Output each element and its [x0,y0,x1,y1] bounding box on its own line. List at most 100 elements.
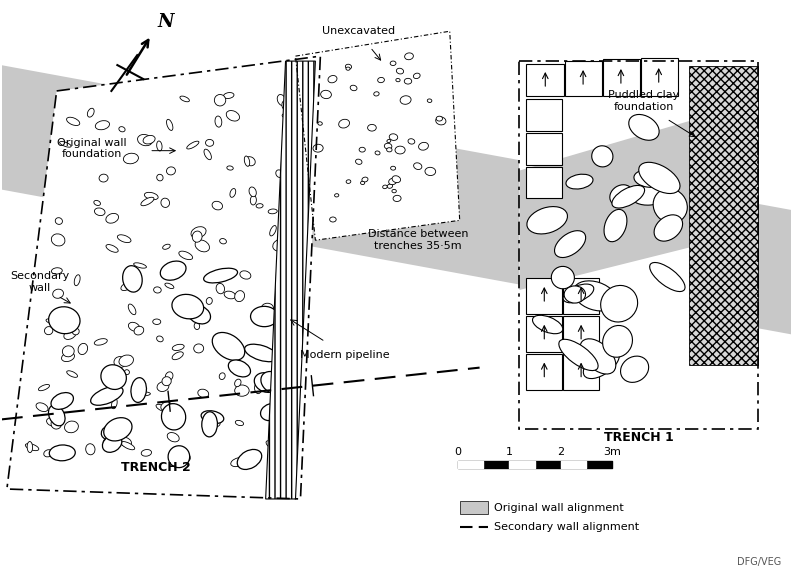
Ellipse shape [131,378,147,402]
Ellipse shape [168,446,190,467]
Ellipse shape [610,185,633,206]
Bar [563,278,599,314]
Ellipse shape [268,453,280,462]
Text: TRENCH 2: TRENCH 2 [121,461,191,474]
Ellipse shape [256,204,263,208]
Ellipse shape [52,234,65,246]
Ellipse shape [119,355,133,366]
Ellipse shape [119,437,132,447]
Ellipse shape [64,421,79,433]
Ellipse shape [255,317,264,322]
Ellipse shape [143,136,155,144]
Ellipse shape [141,450,151,456]
Ellipse shape [638,162,680,194]
Ellipse shape [179,251,193,260]
Ellipse shape [554,231,586,258]
Ellipse shape [273,239,288,251]
Ellipse shape [297,102,308,114]
Text: Distance between
trenches 35·5m: Distance between trenches 35·5m [368,229,468,251]
Ellipse shape [392,189,396,193]
Ellipse shape [119,126,125,132]
Ellipse shape [427,99,432,102]
Ellipse shape [404,53,413,60]
Bar [527,167,562,198]
Ellipse shape [396,78,400,82]
Bar [527,99,562,131]
Ellipse shape [231,458,246,467]
Text: Secondary
wall: Secondary wall [10,271,69,293]
Ellipse shape [251,306,278,327]
Ellipse shape [267,404,277,414]
Ellipse shape [580,339,616,374]
Ellipse shape [235,290,244,302]
Ellipse shape [220,345,233,352]
Ellipse shape [117,235,131,243]
Ellipse shape [161,402,171,411]
Ellipse shape [48,306,80,334]
Ellipse shape [63,346,75,357]
Ellipse shape [435,117,446,125]
Ellipse shape [266,440,280,450]
Ellipse shape [224,93,234,98]
Ellipse shape [157,382,169,392]
Text: Original wall
foundation: Original wall foundation [56,138,126,159]
Ellipse shape [339,119,350,128]
Bar [527,133,562,164]
Bar [563,354,599,389]
Ellipse shape [631,185,667,205]
Text: Original wall alignment: Original wall alignment [493,503,623,513]
Ellipse shape [167,120,173,131]
Ellipse shape [86,444,95,455]
Ellipse shape [600,285,638,322]
Ellipse shape [172,344,184,351]
Ellipse shape [172,352,183,360]
Ellipse shape [94,208,105,216]
Ellipse shape [533,315,563,334]
Ellipse shape [172,294,204,319]
Ellipse shape [36,403,48,412]
Ellipse shape [592,146,613,167]
Ellipse shape [51,419,62,429]
Polygon shape [266,61,316,499]
Ellipse shape [268,209,278,214]
Ellipse shape [335,194,339,197]
Ellipse shape [125,370,129,375]
Ellipse shape [235,385,249,396]
Ellipse shape [261,404,282,421]
Ellipse shape [99,174,108,182]
Ellipse shape [272,402,280,409]
Ellipse shape [230,189,236,197]
Ellipse shape [563,284,594,303]
Ellipse shape [94,339,107,345]
Ellipse shape [186,141,199,149]
Ellipse shape [161,198,170,208]
Bar [460,501,488,514]
Ellipse shape [101,365,126,389]
Ellipse shape [261,371,285,394]
Ellipse shape [137,135,152,145]
Bar [527,278,562,314]
Ellipse shape [654,215,683,241]
Ellipse shape [393,196,401,201]
Ellipse shape [180,96,190,102]
Ellipse shape [46,319,56,324]
Ellipse shape [167,432,179,442]
Ellipse shape [313,144,324,152]
Ellipse shape [215,116,222,127]
Text: N: N [157,13,174,31]
Ellipse shape [320,90,331,99]
Ellipse shape [52,289,63,298]
Bar [641,58,678,96]
Bar [527,354,562,389]
Ellipse shape [201,411,224,424]
Ellipse shape [105,373,121,388]
Ellipse shape [102,435,122,453]
Ellipse shape [279,308,287,317]
Ellipse shape [278,94,286,106]
Ellipse shape [141,197,154,206]
Ellipse shape [204,268,238,283]
Ellipse shape [227,166,233,170]
Ellipse shape [67,117,80,125]
Ellipse shape [212,201,223,210]
Ellipse shape [270,225,276,236]
